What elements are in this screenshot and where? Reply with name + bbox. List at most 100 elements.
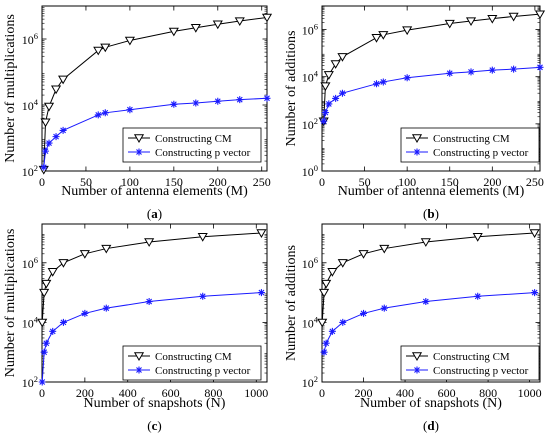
star-marker (320, 117, 328, 125)
x-tick-label: 1000 (518, 386, 542, 400)
star-marker (42, 147, 50, 155)
x-tick-label: 250 (526, 175, 544, 189)
chart-panel: 102 104 106 0 50 100 150 200 250 Number of antenn… (3, 5, 273, 221)
legend-label: Constructing p vector (155, 365, 251, 377)
star-marker (422, 298, 430, 306)
triangle-marker (50, 85, 62, 95)
star-marker (320, 348, 328, 356)
triangle-marker (327, 268, 338, 277)
triangle-marker (47, 268, 58, 277)
panel-label: (d) (423, 418, 439, 433)
star-marker (170, 100, 178, 108)
legend-label: Constructing CM (155, 351, 232, 363)
x-tick-label: 250 (253, 175, 271, 189)
triangle-marker (487, 14, 498, 24)
star-marker (42, 339, 50, 347)
series-line (323, 13, 541, 122)
triangle-marker (212, 20, 223, 30)
triangle-marker (337, 259, 348, 268)
star-marker (45, 139, 53, 147)
star-marker (257, 289, 265, 297)
triangle-marker (508, 12, 519, 22)
triangle-marker (358, 250, 369, 259)
star-marker (474, 292, 482, 300)
triangle-marker (319, 288, 330, 298)
triangle-marker (234, 17, 245, 27)
plot-frame (321, 5, 541, 172)
triangle-marker (100, 43, 111, 53)
triangle-marker (144, 238, 155, 247)
star-marker (40, 348, 48, 356)
x-tick-label: 600 (162, 386, 180, 400)
legend-label: Constructing CM (433, 133, 510, 145)
triangle-marker (402, 26, 413, 36)
triangle-marker (58, 75, 69, 85)
y-tick-label: 100 (302, 163, 318, 179)
star-marker (413, 148, 421, 156)
star-marker (328, 327, 336, 335)
star-marker (38, 378, 46, 386)
x-tick-label: 600 (438, 386, 456, 400)
y-axis-label: Number of additions (284, 31, 299, 147)
triangle-marker (534, 10, 546, 20)
y-tick-label: 104 (302, 314, 319, 330)
series-line (41, 292, 262, 383)
triangle-marker (197, 232, 208, 242)
x-tick-label: 800 (204, 386, 222, 400)
triangle-marker (256, 229, 267, 238)
legend-label: Constructing p vector (433, 365, 529, 377)
star-marker (379, 78, 387, 86)
star-marker (236, 96, 244, 104)
star-marker (325, 100, 333, 108)
star-marker (536, 63, 544, 71)
triangle-marker (261, 13, 273, 23)
triangle-marker (190, 24, 201, 33)
x-tick-label: 0 (39, 175, 45, 189)
star-marker (467, 68, 475, 76)
y-tick-label: 106 (22, 31, 38, 47)
triangle-marker (371, 34, 382, 43)
star-marker (531, 289, 539, 297)
triangle-marker (40, 118, 51, 128)
x-tick-label: 150 (441, 175, 459, 189)
triangle-marker (101, 244, 112, 254)
x-tick-label: 400 (119, 386, 137, 400)
triangle-marker (43, 102, 55, 112)
series-line (321, 232, 535, 323)
x-tick-label: 200 (355, 386, 373, 400)
x-tick-label: 1000 (244, 386, 268, 400)
x-tick-label: 150 (165, 175, 183, 189)
star-marker (339, 318, 347, 326)
panel-label: (b) (423, 206, 439, 221)
y-axis-label: Number of multiplications (3, 229, 18, 378)
y-tick-label: 102 (22, 163, 38, 179)
star-marker (40, 163, 48, 171)
legend-box (400, 127, 540, 163)
y-tick-label: 102 (302, 374, 318, 390)
triangle-marker (93, 46, 104, 56)
star-marker (135, 148, 143, 156)
x-tick-label: 200 (76, 386, 94, 400)
triangle-marker (323, 71, 334, 80)
star-marker (446, 69, 454, 77)
star-marker (360, 309, 368, 317)
star-marker (59, 318, 67, 326)
x-tick-label: 0 (39, 386, 45, 400)
triangle-marker (444, 19, 455, 29)
plot-frame (321, 223, 541, 383)
y-tick-label: 106 (302, 255, 318, 271)
triangle-marker (37, 318, 48, 328)
star-marker (322, 339, 330, 347)
chart-panel: 102 104 106 0 200 400 600 800 1000 Number of snap… (284, 223, 542, 433)
y-tick-label: 102 (302, 116, 318, 132)
x-tick-label: 100 (398, 175, 416, 189)
y-axis-label: Number of additions (284, 245, 299, 361)
plot-frame (41, 223, 268, 383)
legend-box (122, 345, 262, 381)
star-marker (145, 298, 153, 306)
star-marker (101, 109, 109, 117)
x-tick-label: 50 (80, 175, 92, 189)
triangle-marker (411, 352, 423, 361)
triangle-marker (330, 60, 341, 69)
